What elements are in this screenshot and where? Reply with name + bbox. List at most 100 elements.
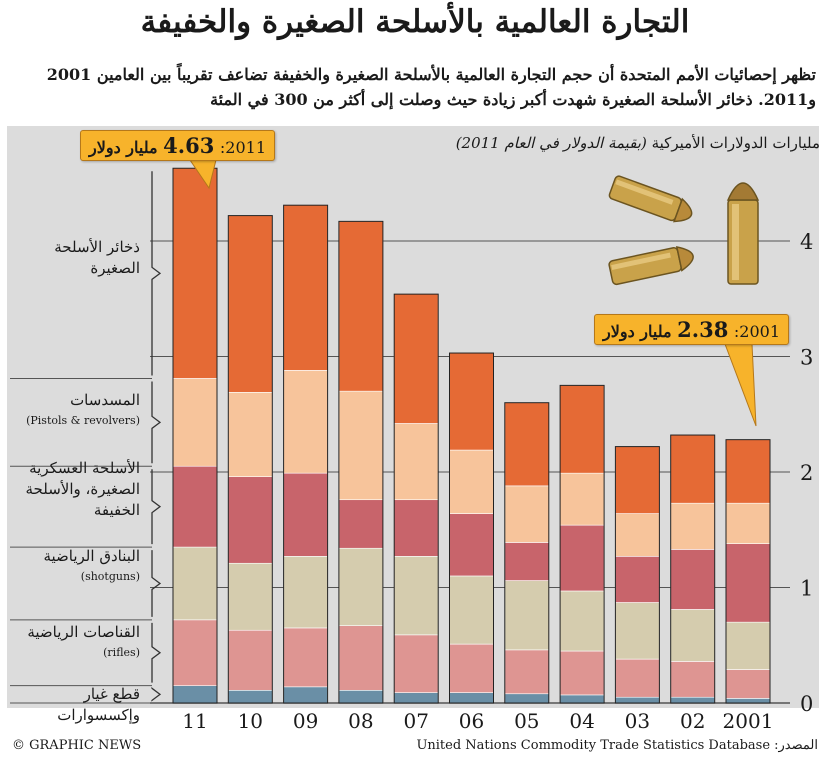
bar-outline: [393, 293, 439, 704]
bar-segment: [449, 643, 494, 693]
bar-segment: [228, 629, 273, 691]
bar-outline: [504, 402, 550, 704]
bar-segment: [504, 649, 550, 695]
bar-segment: [228, 476, 273, 564]
bar-segment: [559, 650, 605, 696]
bar-segment: [670, 434, 716, 504]
bar-segment: [725, 698, 771, 704]
bar-segment: [338, 221, 384, 392]
bar-segment: [559, 694, 605, 704]
bar-segment: [228, 689, 273, 704]
legend-pistols: المسدسات (Pistols & revolvers): [0, 390, 140, 429]
x-tick-label: 09: [293, 709, 318, 733]
bar-segment: [615, 446, 660, 514]
bar-segment: [670, 549, 716, 610]
bar-segment: [725, 439, 771, 504]
bar-segment: [172, 167, 218, 379]
legend-braces: [10, 171, 162, 704]
bar-outline: [725, 439, 771, 704]
legend-shotguns: البنادق الرياضية (shotguns): [0, 546, 140, 585]
callout-min-unit: مليار دولار: [603, 322, 672, 341]
y-tick-label: 1: [800, 577, 813, 601]
legend-label: المسدسات: [70, 391, 140, 409]
bar-outline: [449, 352, 494, 704]
callout-min: 2001: 2.38 مليار دولار: [594, 314, 789, 345]
bar-outline: [338, 220, 384, 704]
callout-min-pointer: [724, 343, 757, 427]
legend-parts: قطع غيار وإكسسوارات: [0, 684, 140, 726]
bar-segment: [172, 465, 218, 548]
x-tick-label: 03: [625, 709, 650, 733]
legend-label: ذخائر الأسلحة الصغيرة: [54, 238, 140, 277]
x-axis-labels: 11 10 09 08 07 06 05 04 03 02 2001: [182, 709, 773, 733]
bar-segment: [615, 513, 660, 557]
bar-segment: [449, 692, 494, 704]
bar-segment: [504, 542, 550, 581]
legend-sublabel: (shotguns): [80, 570, 140, 583]
x-tick-label: 02: [680, 709, 705, 733]
y-tick-label: 3: [800, 346, 813, 370]
bar-segment: [504, 485, 550, 543]
bar-segment: [393, 499, 439, 557]
legend-label: البنادق الرياضية: [43, 547, 140, 565]
bullet-1: [608, 175, 693, 223]
bar-outline: [614, 446, 660, 704]
bar-segment: [615, 696, 660, 704]
x-tick-label: 06: [459, 709, 484, 733]
bar-outline: [283, 204, 329, 704]
unit-label-text: مليارات الدولارات الأميركية: [651, 134, 820, 152]
legend-brace: [151, 550, 162, 617]
bar-segment: [172, 685, 218, 704]
bar-segment: [670, 661, 716, 698]
bar-outline: [670, 434, 716, 704]
credit: © GRAPHIC NEWS: [12, 738, 142, 753]
x-tick-label: 05: [514, 709, 539, 733]
bar-segment: [504, 402, 550, 487]
bar-segment: [338, 547, 384, 626]
bar-segment: [228, 562, 273, 631]
legend-military: الأسلحة العسكرية الصغيرة، والأسلحة الخفي…: [0, 458, 140, 521]
bar-segment: [725, 669, 771, 699]
bar-segment: [725, 621, 771, 670]
x-tick-label: 10: [238, 709, 263, 733]
bar-segment: [283, 370, 328, 474]
bar-segment: [504, 693, 550, 704]
bar-segment: [283, 204, 328, 371]
x-tick-label: 11: [182, 709, 207, 733]
bar-segment: [393, 293, 439, 424]
bar-segment: [283, 556, 328, 629]
bar-segment: [393, 634, 439, 693]
bar-segment: [449, 449, 494, 514]
bar-segment: [559, 472, 605, 526]
bar-segment: [615, 602, 660, 660]
callout-max-value: 4.63: [163, 133, 215, 158]
bars: [172, 159, 771, 704]
bar-segment: [449, 352, 494, 451]
legend-brace: [151, 171, 162, 376]
bar-segment: [449, 575, 494, 645]
x-tick-label: 07: [403, 709, 428, 733]
bar-segment: [172, 378, 218, 467]
x-tick-label: 04: [569, 709, 594, 733]
bar-segment: [615, 556, 660, 603]
legend-brace: [151, 622, 162, 683]
unit-label: مليارات الدولارات الأميركية (بقيمة الدول…: [456, 134, 820, 152]
legend-ammunition: ذخائر الأسلحة الصغيرة: [0, 237, 140, 279]
legend-brace: [151, 381, 162, 464]
unit-note: (بقيمة الدولار في العام 2011): [455, 134, 647, 152]
bar-segment: [172, 546, 218, 621]
bar-segment: [172, 619, 218, 686]
chart-title: التجارة العالمية بالأسلحة الصغيرة والخفي…: [140, 4, 690, 40]
legend-sublabel: (Pistols & revolvers): [26, 414, 140, 427]
bar-segment: [670, 696, 716, 704]
bar-segment: [725, 502, 771, 544]
bar-segment: [228, 392, 273, 477]
legend-label: الأسلحة العسكرية الصغيرة، والأسلحة الخفي…: [25, 459, 140, 519]
x-tick-label: 2001: [723, 709, 774, 733]
bar-segment: [504, 580, 550, 651]
bullet-2: [608, 246, 694, 286]
bullets-image: [608, 175, 760, 286]
bar-segment: [559, 524, 605, 592]
bar-segment: [449, 513, 494, 577]
